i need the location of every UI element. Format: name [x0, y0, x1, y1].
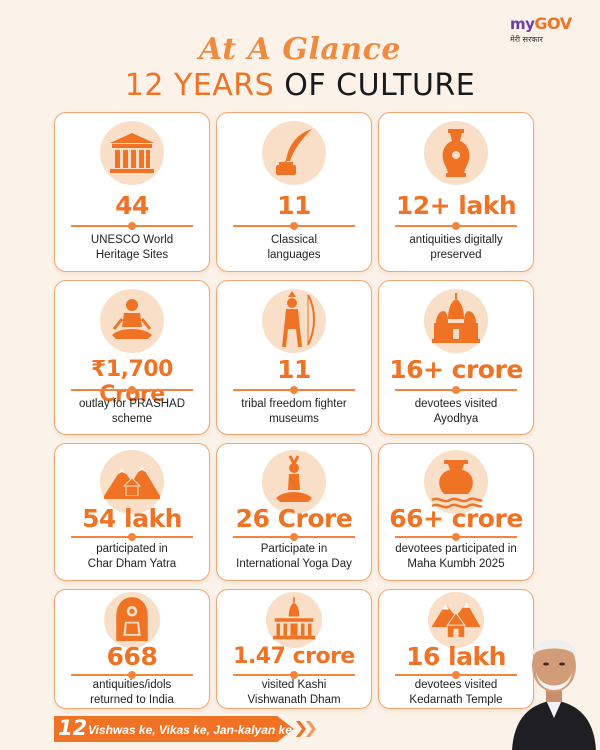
divider	[71, 222, 193, 230]
kalash-icon	[424, 450, 488, 514]
meditation-icon	[100, 289, 164, 353]
stat-value: 12+ lakh	[395, 191, 517, 220]
stat-card-ayodhya: 16+ crore devotees visited Ayodhya	[378, 280, 534, 435]
divider	[395, 671, 517, 679]
stat-card-kedarnath: 16 lakh devotees visited Kedarnath Temple	[378, 589, 534, 709]
kashi-temple-icon	[266, 592, 322, 648]
divider	[233, 533, 355, 541]
stat-value: 26 Crore	[235, 504, 353, 533]
stat-card-unesco: 44 UNESCO World Heritage Sites	[54, 112, 210, 272]
vase-icon	[424, 121, 488, 185]
stat-value: 66+ crore	[389, 504, 523, 533]
logo-sub: मेरी सरकार	[510, 35, 543, 44]
header: At A Glance 12 YEARS OF CULTURE myGOV मे…	[0, 0, 600, 108]
page-title: 12 YEARS OF CULTURE	[0, 68, 600, 103]
mygov-logo: myGOV मेरी सरकार	[510, 14, 572, 58]
stat-label: devotees visited Kedarnath Temple	[409, 679, 503, 706]
title-script: At A Glance	[199, 32, 401, 67]
footer-number: 12	[58, 716, 88, 740]
title-accent: 12 YEARS	[124, 68, 275, 103]
stat-label: antiquities/idols returned to India	[90, 679, 174, 706]
tribal-warrior-icon	[262, 289, 326, 353]
stat-label: antiquities digitally preserved	[409, 234, 503, 261]
stat-value: ₹1,700 Crore	[91, 357, 173, 407]
divider	[233, 222, 355, 230]
stat-card-kumbh: 66+ crore devotees participated in Maha K…	[378, 443, 534, 581]
logo-my: my	[510, 15, 535, 33]
divider	[71, 533, 193, 541]
stat-card-prashad: ₹1,700 Crore outlay for PRASHAD scheme	[54, 280, 210, 435]
stat-label: UNESCO World Heritage Sites	[90, 234, 174, 261]
stat-label: devotees participated in Maha Kumbh 2025	[395, 543, 517, 570]
quill-ink-icon	[262, 121, 326, 185]
stat-card-yoga: 26 Crore Participate in International Yog…	[216, 443, 372, 581]
stat-card-tribal: 11 tribal freedom fighter museums	[216, 280, 372, 435]
stat-value: 1.47 crore	[233, 644, 355, 669]
stat-value: 54 lakh	[82, 504, 182, 533]
divider	[233, 671, 355, 679]
stat-card-languages: 11 Classical languages	[216, 112, 372, 272]
stat-label: participated in Char Dham Yatra	[87, 543, 177, 570]
divider	[71, 386, 193, 394]
divider	[395, 533, 517, 541]
yoga-icon	[262, 450, 326, 514]
mountain-temple-icon	[100, 450, 164, 514]
stat-card-antiquities: 12+ lakh antiquities digitally preserved	[378, 112, 534, 272]
chevron-right-icon	[306, 721, 316, 737]
divider	[71, 671, 193, 679]
divider	[395, 222, 517, 230]
footer-tagline: Vishwas ke, Vikas ke, Jan-kalyan ke	[88, 723, 292, 737]
footer: 12 Vishwas ke, Vikas ke, Jan-kalyan ke	[0, 710, 600, 750]
logo-gov: GOV	[534, 14, 572, 33]
chevron-right-icon	[296, 721, 306, 737]
stat-value: 668	[106, 642, 158, 671]
stat-value: 11	[277, 355, 311, 384]
kedarnath-icon	[428, 592, 484, 648]
footer-banner	[54, 716, 294, 742]
idol-icon	[104, 592, 160, 648]
stat-value: 44	[115, 191, 149, 220]
stat-value: 11	[277, 191, 311, 220]
stat-value: 16 lakh	[406, 642, 506, 671]
stat-value: 16+ crore	[389, 355, 523, 384]
divider	[395, 386, 517, 394]
stat-label: visited Kashi Vishwanath Dham	[247, 679, 341, 706]
stat-label: devotees visited Ayodhya	[414, 398, 498, 425]
temple-icon	[424, 289, 488, 353]
stat-card-kashi: 1.47 crore visited Kashi Vishwanath Dham	[216, 589, 372, 709]
stat-label: outlay for PRASHAD scheme	[78, 398, 186, 425]
monument-icon	[100, 121, 164, 185]
stat-card-chardham: 54 lakh participated in Char Dham Yatra	[54, 443, 210, 581]
divider	[233, 386, 355, 394]
stat-label: tribal freedom fighter museums	[241, 398, 347, 425]
stat-card-idols: 668 antiquities/idols returned to India	[54, 589, 210, 709]
stat-label: Classical languages	[267, 234, 321, 261]
stat-label: Participate in International Yoga Day	[236, 543, 352, 570]
title-rest: OF CULTURE	[284, 68, 476, 103]
portrait-image	[508, 600, 600, 750]
